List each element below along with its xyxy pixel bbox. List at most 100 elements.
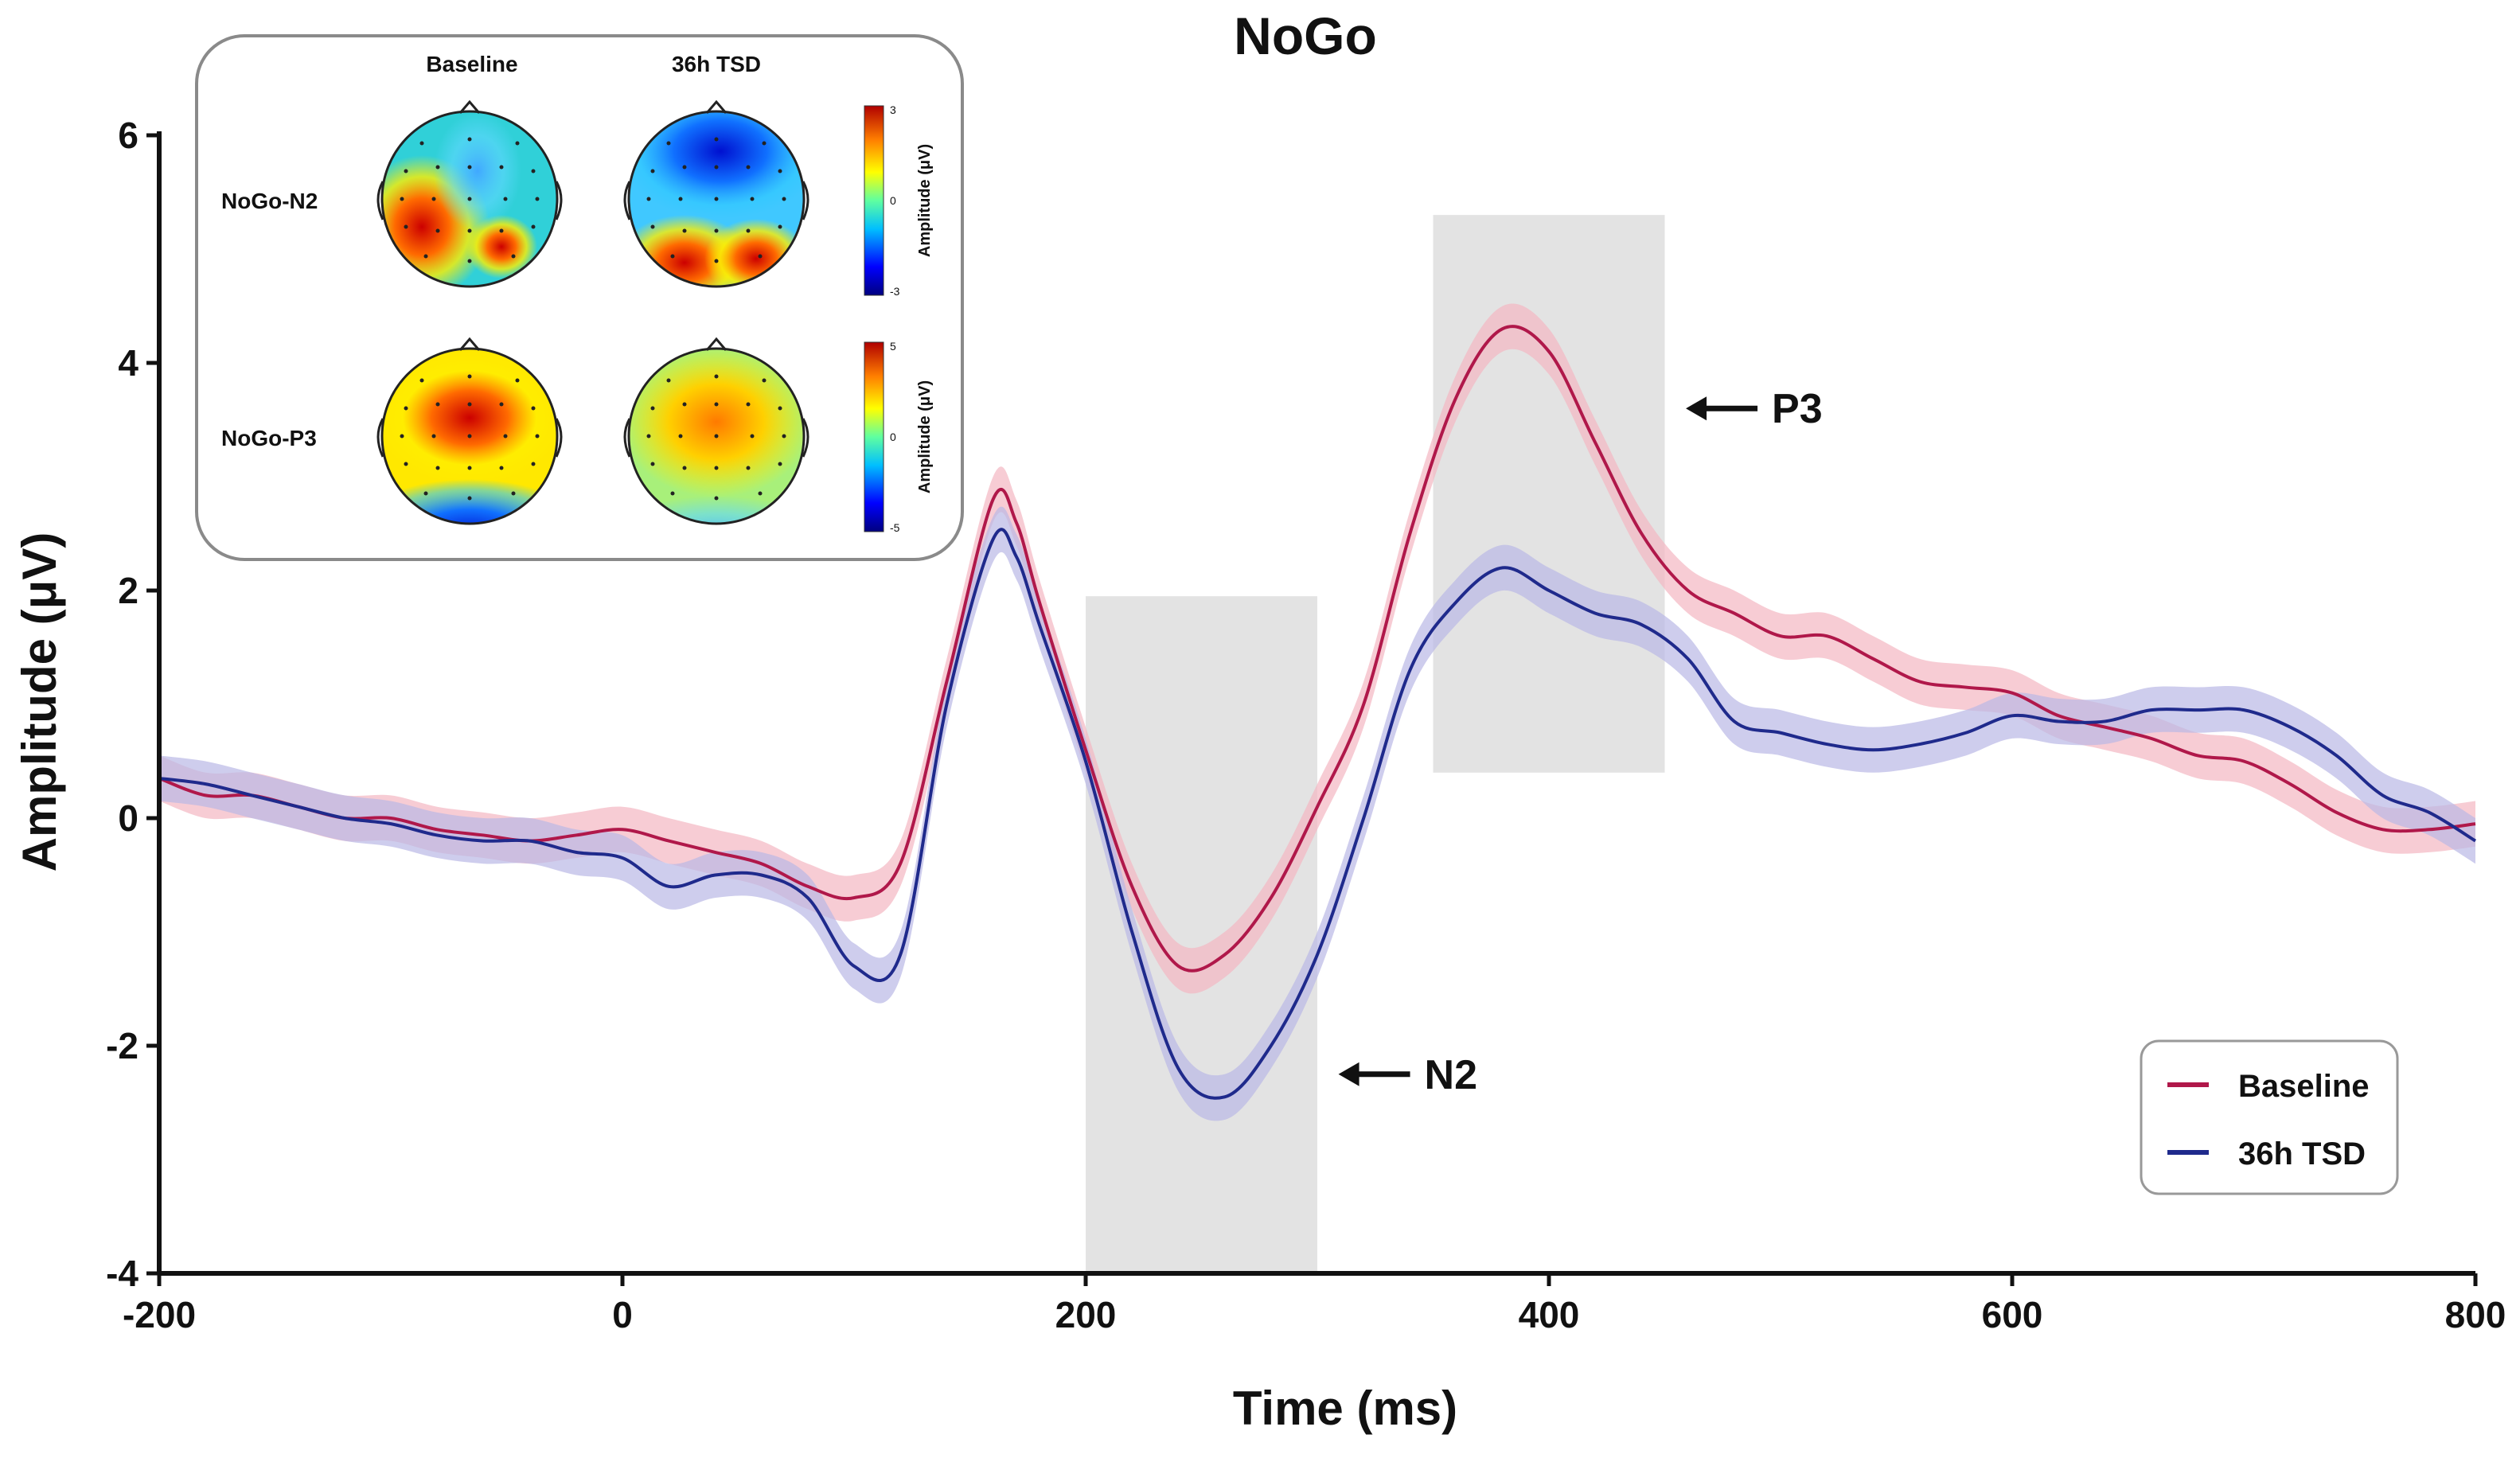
electrode-dot (682, 165, 687, 170)
x-tick-label: 200 (1055, 1294, 1117, 1335)
electrode-dot (531, 406, 536, 411)
colorbar-n2-min: -3 (890, 285, 900, 298)
colorbar-p3-max: 5 (890, 340, 896, 353)
topomap-inset: Baseline 36h TSD NoGo-N2 NoGo-P3 (195, 34, 964, 561)
electrode-dot (714, 165, 719, 170)
electrode-dot (778, 169, 782, 173)
electrode-dot (419, 141, 424, 146)
electrode-dot (714, 374, 719, 379)
y-tick-label: -2 (106, 1025, 138, 1066)
electrode-dot (758, 254, 763, 259)
electrode-dot (467, 496, 472, 501)
electrode-dot (423, 491, 428, 496)
electrode-dot (404, 169, 408, 173)
colorbar-n2: 3 0 -3 Amplitude (μV) (864, 103, 934, 298)
electrode-dot (467, 165, 472, 170)
inset-row-label-p3: NoGo-P3 (221, 426, 317, 450)
electrode-dot (650, 224, 655, 229)
y-ticks: -4 -2 0 2 4 6 (106, 115, 159, 1294)
electrode-dot (646, 434, 651, 439)
electrode-dot (404, 462, 408, 466)
electrode-dot (535, 434, 540, 439)
line-36h-tsd (159, 528, 2477, 1100)
electrode-dot (682, 402, 687, 407)
y-tick-label: 4 (118, 342, 138, 384)
peak-annotations: N2 P3 (1338, 386, 1823, 1098)
electrode-dot (750, 434, 755, 439)
shaded-window-0 (1086, 596, 1317, 1273)
x-tick-label: -200 (123, 1294, 196, 1335)
electrode-dot (515, 378, 520, 383)
electrode-dot (419, 378, 424, 383)
electrode-dot (511, 491, 516, 496)
inset-col-label-36h-tsd: 36h TSD (672, 52, 761, 76)
electrode-dot (423, 254, 428, 259)
annotation-arrowhead-p3 (1686, 396, 1707, 421)
electrode-dot (714, 197, 719, 201)
colorbar-p3-mid: 0 (890, 431, 896, 443)
electrode-dot (435, 228, 440, 233)
electrode-dot (678, 434, 683, 439)
x-tick-label: 800 (2445, 1294, 2506, 1335)
electrode-dot (778, 462, 782, 466)
electrode-dot (746, 165, 751, 170)
electrode-dot (682, 466, 687, 470)
colorbar-p3-min: -5 (890, 521, 900, 534)
electrode-dot (678, 197, 683, 201)
electrode-dot (714, 466, 719, 470)
electrode-dot (467, 374, 472, 379)
electrode-dot (714, 137, 719, 142)
electrode-dot (404, 224, 408, 229)
electrode-dot (467, 466, 472, 470)
electrode-dot (666, 141, 671, 146)
analysis-windows (1086, 215, 1665, 1273)
electrode-dot (762, 141, 767, 146)
annotation-label-p3: P3 (1772, 386, 1823, 432)
electrode-dot (782, 434, 786, 439)
electrode-dot (503, 197, 508, 201)
y-tick-label: 0 (118, 797, 138, 839)
electrode-dot (435, 165, 440, 170)
electrode-dot (467, 137, 472, 142)
electrode-dot (650, 406, 655, 411)
electrode-dot (670, 254, 675, 259)
electrode-dot (431, 197, 436, 201)
electrode-dot (778, 406, 782, 411)
electrode-dot (435, 466, 440, 470)
annotation-label-n2: N2 (1425, 1052, 1477, 1098)
electrode-dot (531, 224, 536, 229)
electrode-dots (400, 137, 786, 501)
line-baseline (159, 325, 2476, 973)
electrode-dot (503, 434, 508, 439)
electrode-dot (499, 228, 504, 233)
electrode-dot (531, 462, 536, 466)
electrode-dot (431, 434, 436, 439)
colorbar-n2-label: Amplitude (μV) (916, 144, 934, 257)
inset-row-label-n2: NoGo-N2 (221, 189, 318, 213)
annotation-arrowhead-n2 (1338, 1062, 1359, 1086)
legend: Baseline 36h TSD (2140, 1039, 2399, 1195)
electrode-dot (750, 197, 755, 201)
inset-col-label-baseline: Baseline (426, 52, 517, 76)
colorbar-p3-label: Amplitude (μV) (916, 380, 934, 493)
electrode-dot (467, 228, 472, 233)
legend-box (2140, 1039, 2399, 1195)
electrode-dot (778, 224, 782, 229)
electrode-dot (714, 259, 719, 263)
x-tick-label: 0 (612, 1294, 633, 1335)
electrode-dot (762, 378, 767, 383)
electrode-dot (746, 228, 751, 233)
electrode-dot (682, 228, 687, 233)
electrode-dot (531, 169, 536, 173)
legend-label-baseline: Baseline (2238, 1069, 2370, 1104)
colorbar-n2-max: 3 (890, 103, 896, 116)
electrode-dot (499, 402, 504, 407)
x-ticks: -200 0 200 400 600 800 (123, 1273, 2506, 1335)
electrode-dot (467, 402, 472, 407)
electrode-dot (650, 462, 655, 466)
x-tick-label: 600 (1982, 1294, 2043, 1335)
electrode-dot (400, 434, 404, 439)
electrode-dot (467, 197, 472, 201)
electrode-dot (746, 466, 751, 470)
